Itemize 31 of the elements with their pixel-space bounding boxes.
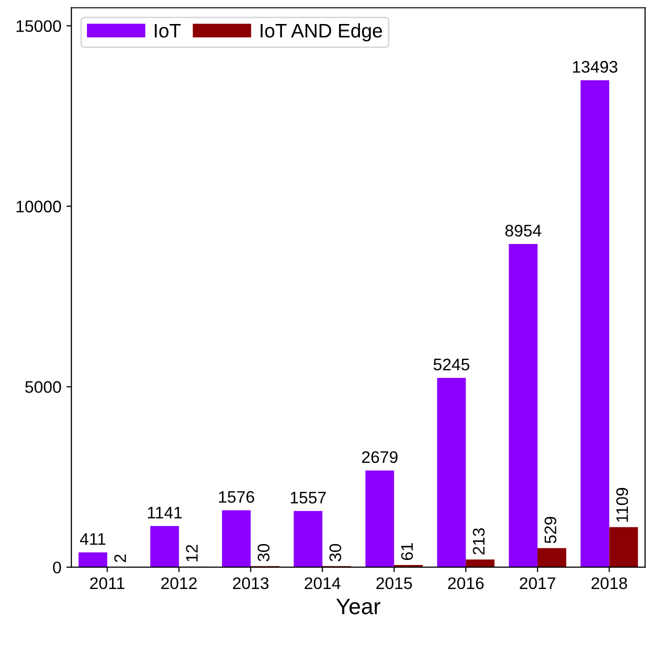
- data-label: 8954: [505, 224, 542, 237]
- data-label: 411: [80, 533, 106, 545]
- data-label: 13493: [573, 60, 618, 73]
- data-label: 30: [329, 544, 342, 562]
- data-label: 2679: [362, 451, 398, 464]
- data-label: 529: [544, 516, 556, 544]
- data-label: 2: [114, 554, 126, 562]
- legend-label: IoT: [154, 24, 181, 38]
- x-tick-label: 2015: [376, 577, 412, 590]
- x-tick-label: 2018: [592, 577, 628, 590]
- x-tick-label: 2017: [520, 577, 556, 590]
- data-label: 1576: [219, 491, 254, 503]
- data-label: 1109: [616, 488, 628, 522]
- data-label: 12: [186, 544, 198, 562]
- x-tick-label: 2011: [90, 577, 124, 590]
- x-tick-label: 2012: [161, 577, 197, 590]
- legend-label: IoT AND Edge: [260, 23, 382, 42]
- x-tick-label: 2016: [448, 577, 484, 590]
- data-label: 1557: [290, 492, 326, 504]
- x-tick-label: 2014: [304, 577, 340, 590]
- data-label: 5245: [434, 358, 470, 370]
- y-tick-label: 10000: [16, 200, 62, 212]
- x-tick-label: 2013: [232, 577, 268, 590]
- y-tick-label: 15000: [16, 20, 62, 32]
- data-label: 1141: [148, 506, 182, 518]
- data-label: 30: [258, 544, 270, 562]
- y-tick-label: 0: [53, 562, 62, 574]
- y-tick-label: 5000: [25, 381, 62, 393]
- x-axis-title: Year: [336, 598, 380, 614]
- data-label: 61: [401, 543, 413, 560]
- data-label: 213: [472, 528, 485, 554]
